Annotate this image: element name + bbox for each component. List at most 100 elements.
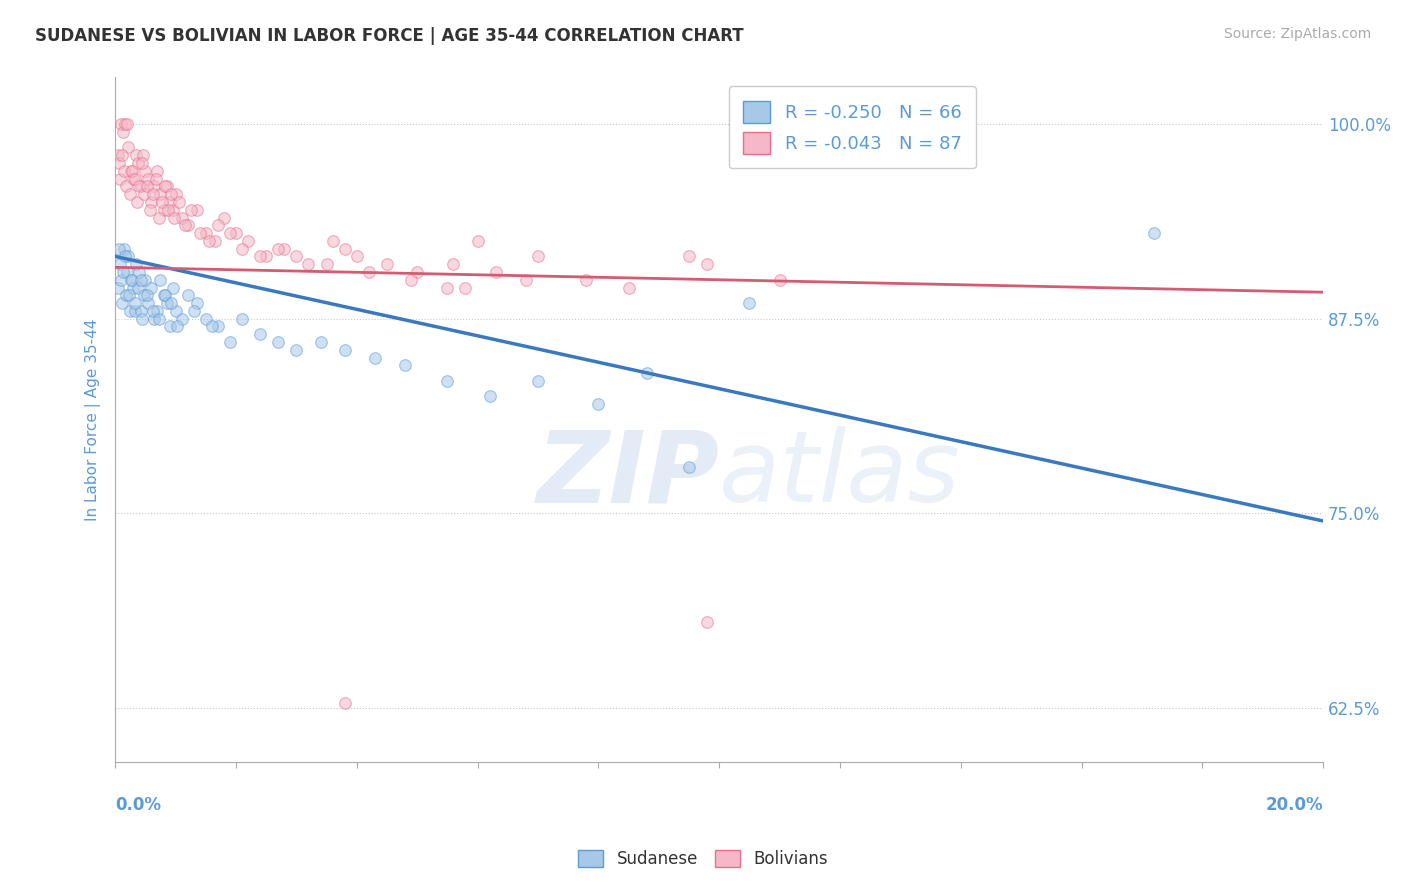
Point <box>114 117 136 131</box>
Point <box>527 374 550 388</box>
Point <box>128 179 150 194</box>
Point <box>108 171 131 186</box>
Point <box>207 319 229 334</box>
Point <box>696 615 718 629</box>
Point <box>121 273 143 287</box>
Point <box>204 234 226 248</box>
Point <box>125 257 148 271</box>
Point <box>150 194 173 209</box>
Y-axis label: In Labor Force | Age 35-44: In Labor Force | Age 35-44 <box>86 318 101 521</box>
Point <box>152 288 174 302</box>
Point <box>1143 226 1166 240</box>
Point <box>176 288 198 302</box>
Point <box>188 226 211 240</box>
Point <box>107 280 129 294</box>
Point <box>575 273 598 287</box>
Point <box>160 296 183 310</box>
Point <box>134 288 156 302</box>
Point <box>636 366 658 380</box>
Point <box>134 164 156 178</box>
Point <box>121 273 143 287</box>
Point <box>180 202 202 217</box>
Point <box>170 311 193 326</box>
Point <box>124 296 146 310</box>
Text: ZIP: ZIP <box>536 426 718 523</box>
Point <box>231 242 253 256</box>
Point <box>112 125 135 139</box>
Point <box>146 164 169 178</box>
Point <box>121 164 143 178</box>
Point <box>696 257 718 271</box>
Point <box>117 140 139 154</box>
Point <box>285 343 308 357</box>
Point <box>149 187 172 202</box>
Point <box>399 273 422 287</box>
Point <box>115 288 138 302</box>
Point <box>249 249 271 263</box>
Point <box>454 280 477 294</box>
Point <box>143 179 166 194</box>
Point <box>738 296 761 310</box>
Point <box>194 311 217 326</box>
Legend: R = -0.250   N = 66, R = -0.043   N = 87: R = -0.250 N = 66, R = -0.043 N = 87 <box>728 87 976 169</box>
Point <box>406 265 429 279</box>
Point <box>141 280 163 294</box>
Text: SUDANESE VS BOLIVIAN IN LABOR FORCE | AGE 35-44 CORRELATION CHART: SUDANESE VS BOLIVIAN IN LABOR FORCE | AG… <box>35 27 744 45</box>
Point <box>134 273 156 287</box>
Point <box>333 696 356 710</box>
Point <box>138 296 160 310</box>
Point <box>129 304 152 318</box>
Point <box>267 334 290 349</box>
Point <box>146 304 169 318</box>
Point <box>678 249 700 263</box>
Point <box>225 226 247 240</box>
Point <box>112 242 135 256</box>
Point <box>364 351 387 365</box>
Point <box>115 179 138 194</box>
Point <box>394 359 416 373</box>
Point <box>165 304 187 318</box>
Point <box>212 211 235 225</box>
Point <box>309 334 332 349</box>
Point <box>112 164 135 178</box>
Point <box>122 171 145 186</box>
Point <box>357 265 380 279</box>
Point <box>162 202 184 217</box>
Point <box>173 219 195 233</box>
Point <box>166 319 188 334</box>
Point <box>136 179 159 194</box>
Point <box>346 249 368 263</box>
Point <box>138 171 160 186</box>
Point <box>285 249 308 263</box>
Point <box>162 280 184 294</box>
Point <box>108 156 131 170</box>
Point <box>142 187 165 202</box>
Point <box>122 280 145 294</box>
Point <box>333 242 356 256</box>
Point <box>678 459 700 474</box>
Point <box>129 273 152 287</box>
Text: atlas: atlas <box>718 426 960 523</box>
Point <box>110 117 132 131</box>
Point <box>159 194 181 209</box>
Point <box>219 226 242 240</box>
Point <box>201 319 224 334</box>
Point <box>768 273 790 287</box>
Point <box>155 296 177 310</box>
Point <box>118 187 141 202</box>
Point <box>115 117 138 131</box>
Point <box>478 389 501 403</box>
Point <box>333 343 356 357</box>
Point <box>107 148 129 162</box>
Point <box>167 194 190 209</box>
Point <box>108 257 131 271</box>
Point <box>127 156 149 170</box>
Point <box>236 234 259 248</box>
Point <box>170 211 193 225</box>
Point <box>149 273 172 287</box>
Point <box>117 249 139 263</box>
Point <box>297 257 319 271</box>
Point <box>485 265 508 279</box>
Point <box>141 194 163 209</box>
Point <box>436 280 458 294</box>
